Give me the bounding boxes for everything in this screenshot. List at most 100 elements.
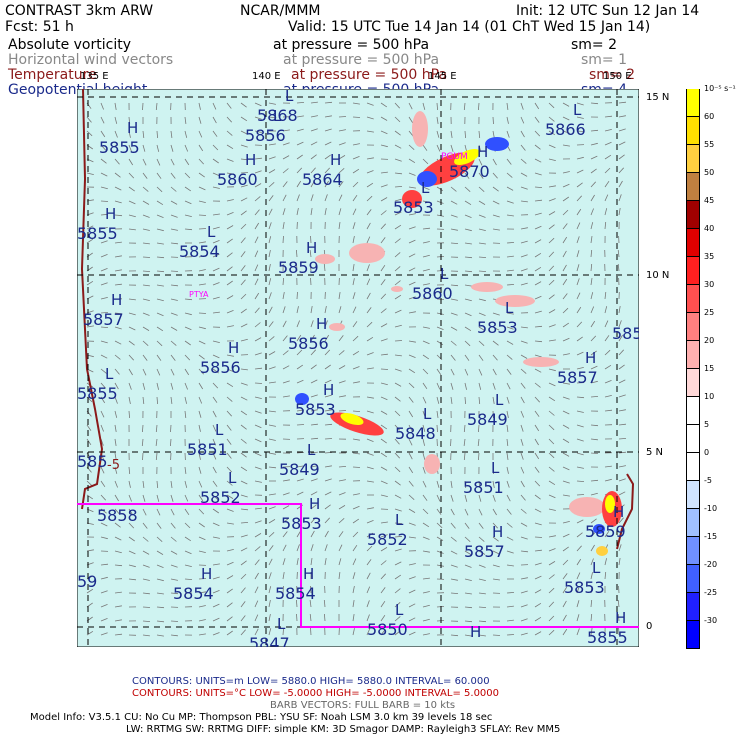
height-center-value: 5853 xyxy=(564,578,605,597)
colorbar-swatch xyxy=(686,285,700,313)
colorbar-tick-label: -15 xyxy=(704,532,718,541)
contour-info-height: CONTOURS: UNITS=m LOW= 5880.0 HIGH= 5880… xyxy=(132,676,490,687)
lat-label-15n: 15 N xyxy=(646,92,670,103)
lon-label-135: 135 E xyxy=(80,71,109,82)
center-label: NCAR/MMM xyxy=(240,3,321,19)
height-center-letter: H xyxy=(105,205,116,223)
field-sm-2: sm= 1 xyxy=(581,52,628,68)
coastline xyxy=(80,89,104,510)
height-center-value: 5855 xyxy=(77,224,118,243)
colorbar-swatch xyxy=(686,509,700,537)
model-info-2: LW: RRTMG SW: RRTMG DIFF: simple KM: 3D … xyxy=(126,724,561,735)
forecast-hour: Fcst: 51 h xyxy=(5,19,74,35)
colorbar-tick-label: 60 xyxy=(704,112,715,121)
height-center-value: 5866 xyxy=(545,120,586,139)
colorbar-unit: 10⁻⁵ s⁻¹ xyxy=(704,84,736,93)
height-center-letter: L xyxy=(423,405,432,423)
height-center-letter: L xyxy=(105,365,114,383)
height-centers: L5868L5856H5855H5860H5864H5870L5866L5853… xyxy=(77,89,639,647)
colorbar-swatch xyxy=(686,397,700,425)
colorbar-tick-label: 35 xyxy=(704,252,715,261)
height-center-value: 5857 xyxy=(83,310,124,329)
colorbar-tick-label: 50 xyxy=(704,168,715,177)
height-center-value: 585 xyxy=(612,324,639,343)
colorbar-swatch xyxy=(686,481,700,509)
height-center-letter: H xyxy=(127,119,138,137)
colorbar-tick-label: 15 xyxy=(704,364,715,373)
field-level-1: at pressure = 500 hPa xyxy=(273,37,430,53)
field-name-1: Absolute vorticity xyxy=(8,37,131,53)
height-center-value: 5853 xyxy=(477,318,518,337)
height-center-value: 5847 xyxy=(249,634,290,647)
height-center-letter: L xyxy=(491,459,500,477)
height-center-letter: H xyxy=(470,623,481,641)
height-center-value: 5853 xyxy=(281,514,322,533)
height-center-letter: H xyxy=(309,495,320,513)
height-center-value: 5856 xyxy=(288,334,329,353)
height-center-letter: L xyxy=(440,265,449,283)
coastline-east xyxy=(616,473,635,550)
height-center-value: 5854 xyxy=(275,584,316,603)
colorbar-swatch xyxy=(686,341,700,369)
height-center-value: 5868 xyxy=(257,106,298,125)
lat-label-5n: 5 N xyxy=(646,447,664,458)
height-center-letter: H xyxy=(306,239,317,257)
colorbar-tick-label: 25 xyxy=(704,308,715,317)
field-sm-1: sm= 2 xyxy=(571,37,618,53)
height-center-letter: H xyxy=(613,503,624,521)
colorbar-tick-label: -5 xyxy=(704,476,712,485)
height-center-letter: H xyxy=(316,315,327,333)
colorbar-swatch xyxy=(686,117,700,145)
height-center-value: 5860 xyxy=(217,170,258,189)
lon-label-150: 150 E xyxy=(603,71,632,82)
station-label-pgum: PGUM xyxy=(441,152,468,162)
contour-info-temp: CONTOURS: UNITS=°C LOW= -5.0000 HIGH= -5… xyxy=(132,688,500,699)
wind-barbs xyxy=(86,101,627,637)
height-center-letter: L xyxy=(395,601,404,619)
map-background xyxy=(77,89,639,647)
vorticity-colorbar xyxy=(686,89,700,649)
colorbar-swatch xyxy=(686,229,700,257)
height-center-letter: L xyxy=(215,421,224,439)
height-center-value: 5852 xyxy=(367,530,408,549)
colorbar-tick-label: -20 xyxy=(704,560,718,569)
height-center-value: 5853 xyxy=(393,198,434,217)
colorbar-swatch xyxy=(686,453,700,481)
height-center-value: 5851 xyxy=(187,440,228,459)
colorbar-swatch xyxy=(686,537,700,565)
height-center-value: 5849 xyxy=(279,460,320,479)
height-center-letter: L xyxy=(285,89,294,105)
height-center-letter: L xyxy=(421,179,430,197)
colorbar-tick-label: 0 xyxy=(704,448,710,457)
init-time: Init: 12 UTC Sun 12 Jan 14 xyxy=(516,3,700,19)
valid-time: Valid: 15 UTC Tue 14 Jan 14 (01 ChT Wed … xyxy=(288,19,651,35)
height-center-value: 5858 xyxy=(97,506,138,525)
temperature-contour-label: -5 xyxy=(107,458,120,473)
height-center-letter: H xyxy=(477,143,488,161)
lat-lon-grid xyxy=(77,89,639,647)
height-center-letter: H xyxy=(585,349,596,367)
colorbar-tick-label: 5 xyxy=(704,420,710,429)
colorbar-tick-label: 10 xyxy=(704,392,715,401)
height-center-letter: H xyxy=(111,291,122,309)
plot-title: CONTRAST 3km ARW xyxy=(5,3,154,19)
height-center-value: 5860 xyxy=(412,284,453,303)
barb-info: BARB VECTORS: FULL BARB = 10 kts xyxy=(270,700,456,711)
height-center-letter: H xyxy=(492,523,503,541)
lat-label-0: 0 xyxy=(646,621,653,632)
height-center-letter: H xyxy=(228,339,239,357)
height-center-value: 5856 xyxy=(245,126,286,145)
colorbar-swatch xyxy=(686,425,700,453)
colorbar-swatch xyxy=(686,89,700,117)
colorbar-swatch xyxy=(686,593,700,621)
lon-label-145: 145 E xyxy=(428,71,457,82)
height-center-letter: L xyxy=(395,511,404,529)
positive-vorticity-patches xyxy=(315,111,605,517)
height-center-letter: H xyxy=(245,151,256,169)
height-center-value: 5870 xyxy=(449,162,490,181)
height-center-letter: H xyxy=(330,151,341,169)
height-center-letter: L xyxy=(505,299,514,317)
colorbar-swatch xyxy=(686,173,700,201)
colorbar-tick-label: -25 xyxy=(704,588,718,597)
height-center-value: 5852 xyxy=(200,488,241,507)
